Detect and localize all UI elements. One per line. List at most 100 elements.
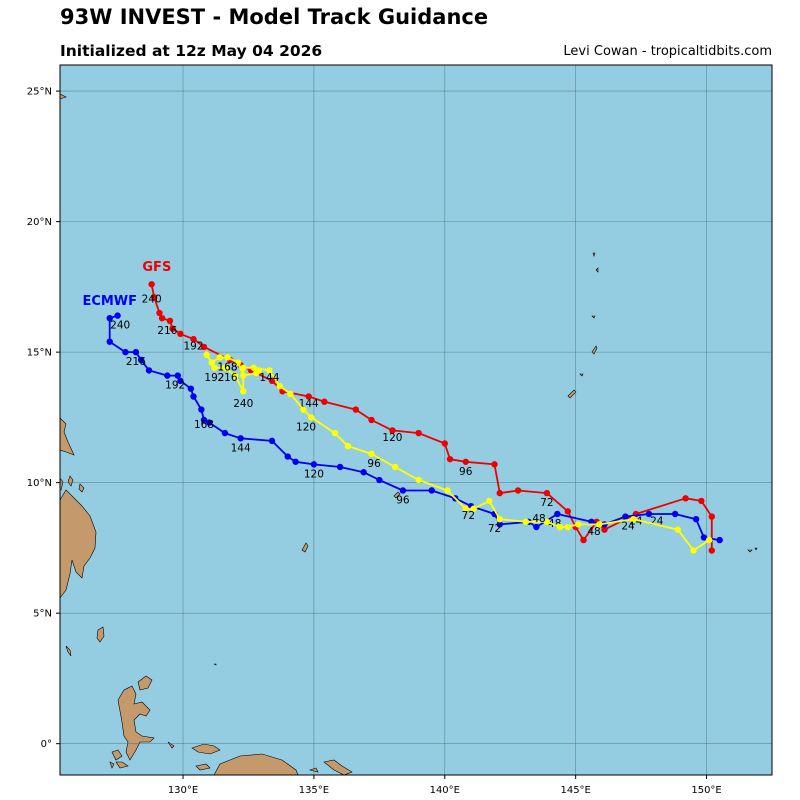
forecast-hour-label: 72 bbox=[540, 497, 553, 509]
track-point-model-3 bbox=[221, 364, 229, 371]
land-agrihan bbox=[592, 252, 596, 257]
land-sonsorol bbox=[213, 663, 217, 666]
track-point-gfs bbox=[446, 455, 454, 463]
track-point-ecmwf bbox=[336, 463, 344, 471]
track-point-gfs bbox=[321, 398, 328, 405]
track-point-gfs bbox=[601, 526, 608, 533]
track-point-model-3 bbox=[232, 372, 239, 379]
track-point-model-3 bbox=[240, 364, 247, 371]
track-point-ecmwf bbox=[360, 469, 367, 476]
land-chuuk-2 bbox=[754, 547, 758, 551]
forecast-hour-label: 120 bbox=[304, 468, 324, 480]
forecast-hour-label: 96 bbox=[396, 495, 410, 507]
track-point-ecmwf bbox=[145, 367, 153, 374]
forecast-hour-label: 120 bbox=[296, 421, 316, 433]
lat-tick-label: 25°N bbox=[27, 87, 52, 98]
track-point-model-3 bbox=[234, 359, 242, 366]
land-philippines-islet bbox=[67, 475, 74, 487]
track-point-ecmwf bbox=[200, 416, 208, 424]
map-title: 93W INVEST - Model Track Guidance bbox=[60, 5, 489, 29]
forecast-hour-label: 216 bbox=[218, 372, 238, 384]
track-point-ecmwf bbox=[122, 348, 129, 356]
track-point-ecmwf bbox=[292, 458, 299, 465]
track-point-gfs bbox=[580, 536, 587, 544]
track-point-ecmwf bbox=[137, 356, 145, 364]
forecast-hour-label: 144 bbox=[259, 372, 279, 384]
lat-tick-label: 5°N bbox=[33, 609, 52, 620]
track-point-gfs bbox=[389, 427, 396, 434]
track-point-model-3 bbox=[255, 367, 263, 374]
track-line-model-3 bbox=[205, 353, 710, 552]
lon-tick-label: 150°E bbox=[691, 785, 721, 796]
track-point-ecmwf bbox=[237, 435, 244, 442]
track-point-ecmwf bbox=[106, 314, 113, 322]
track-point-ecmwf bbox=[700, 534, 708, 541]
track-point-ecmwf bbox=[174, 372, 181, 379]
land-sangihe bbox=[96, 626, 105, 643]
track-point-gfs bbox=[682, 495, 689, 502]
gridlines bbox=[60, 65, 772, 775]
forecast-hour-label: 192 bbox=[183, 341, 203, 353]
land-waigeo bbox=[191, 743, 221, 755]
land-pagan bbox=[595, 267, 599, 273]
lat-tick-label: 20°N bbox=[27, 217, 52, 228]
track-point-model-3 bbox=[276, 382, 284, 390]
track-point-model-3 bbox=[391, 463, 399, 471]
track-point-ecmwf bbox=[284, 453, 291, 460]
forecast-hour-label: 240 bbox=[233, 398, 253, 410]
track-point-ecmwf bbox=[692, 515, 700, 523]
track-point-model-3 bbox=[674, 526, 681, 533]
track-point-model-3 bbox=[224, 354, 231, 361]
lat-tick-label: 10°N bbox=[27, 478, 52, 489]
track-point-model-3 bbox=[444, 487, 451, 494]
land-guam bbox=[567, 389, 577, 399]
forecast-hour-label: 48 bbox=[532, 513, 545, 525]
forecast-hour-label: 96 bbox=[459, 466, 473, 478]
model-tracks: 24487296120144168192216240GFS24487296120… bbox=[82, 260, 723, 554]
track-point-gfs bbox=[305, 393, 312, 400]
land-philippines-islet-2 bbox=[78, 483, 85, 493]
land-biak bbox=[323, 759, 353, 776]
lon-tick-label: 130°E bbox=[168, 785, 198, 796]
forecast-hour-label: 96 bbox=[367, 458, 381, 470]
track-point-ecmwf bbox=[221, 429, 229, 437]
lon-tick-label: 135°E bbox=[299, 785, 329, 796]
track-point-model-3 bbox=[543, 518, 551, 526]
forecast-hour-label: 24 bbox=[621, 521, 635, 533]
track-point-model-3 bbox=[556, 523, 564, 531]
forecast-hour-label: 120 bbox=[382, 432, 402, 444]
land-philippines-north bbox=[59, 417, 75, 456]
track-point-model-3 bbox=[287, 390, 294, 398]
land-anatahan bbox=[591, 315, 596, 319]
track-point-gfs bbox=[514, 487, 522, 494]
track-point-gfs bbox=[166, 317, 174, 325]
forecast-hour-label: 144 bbox=[231, 442, 251, 454]
track-point-ecmwf bbox=[588, 518, 595, 526]
forecast-hour-label: 48 bbox=[587, 526, 600, 538]
track-point-ecmwf bbox=[533, 523, 540, 531]
track-point-model-3 bbox=[415, 476, 422, 484]
track-point-model-3 bbox=[308, 414, 315, 421]
track-point-model-3 bbox=[216, 354, 223, 361]
track-point-model-3 bbox=[211, 364, 218, 371]
track-point-ecmwf bbox=[106, 338, 113, 345]
track-point-ecmwf bbox=[554, 510, 561, 518]
model-label-gfs: GFS bbox=[142, 260, 171, 275]
forecast-hour-label: 240 bbox=[142, 294, 162, 306]
track-point-model-3 bbox=[630, 515, 637, 523]
land-islet-e bbox=[195, 763, 211, 771]
forecast-hour-label: 72 bbox=[462, 510, 475, 522]
track-point-gfs bbox=[190, 335, 197, 343]
track-point-model-3 bbox=[690, 547, 697, 554]
land-chuuk bbox=[747, 549, 753, 553]
land-islet-a bbox=[111, 749, 123, 761]
track-point-gfs bbox=[151, 294, 158, 301]
track-point-gfs bbox=[496, 489, 503, 497]
track-point-model-3 bbox=[486, 497, 493, 505]
track-point-gfs bbox=[268, 377, 276, 385]
credit-text: Levi Cowan - tropicaltidbits.com bbox=[563, 44, 772, 59]
land-yap bbox=[393, 491, 401, 499]
track-point-ecmwf bbox=[622, 513, 629, 520]
